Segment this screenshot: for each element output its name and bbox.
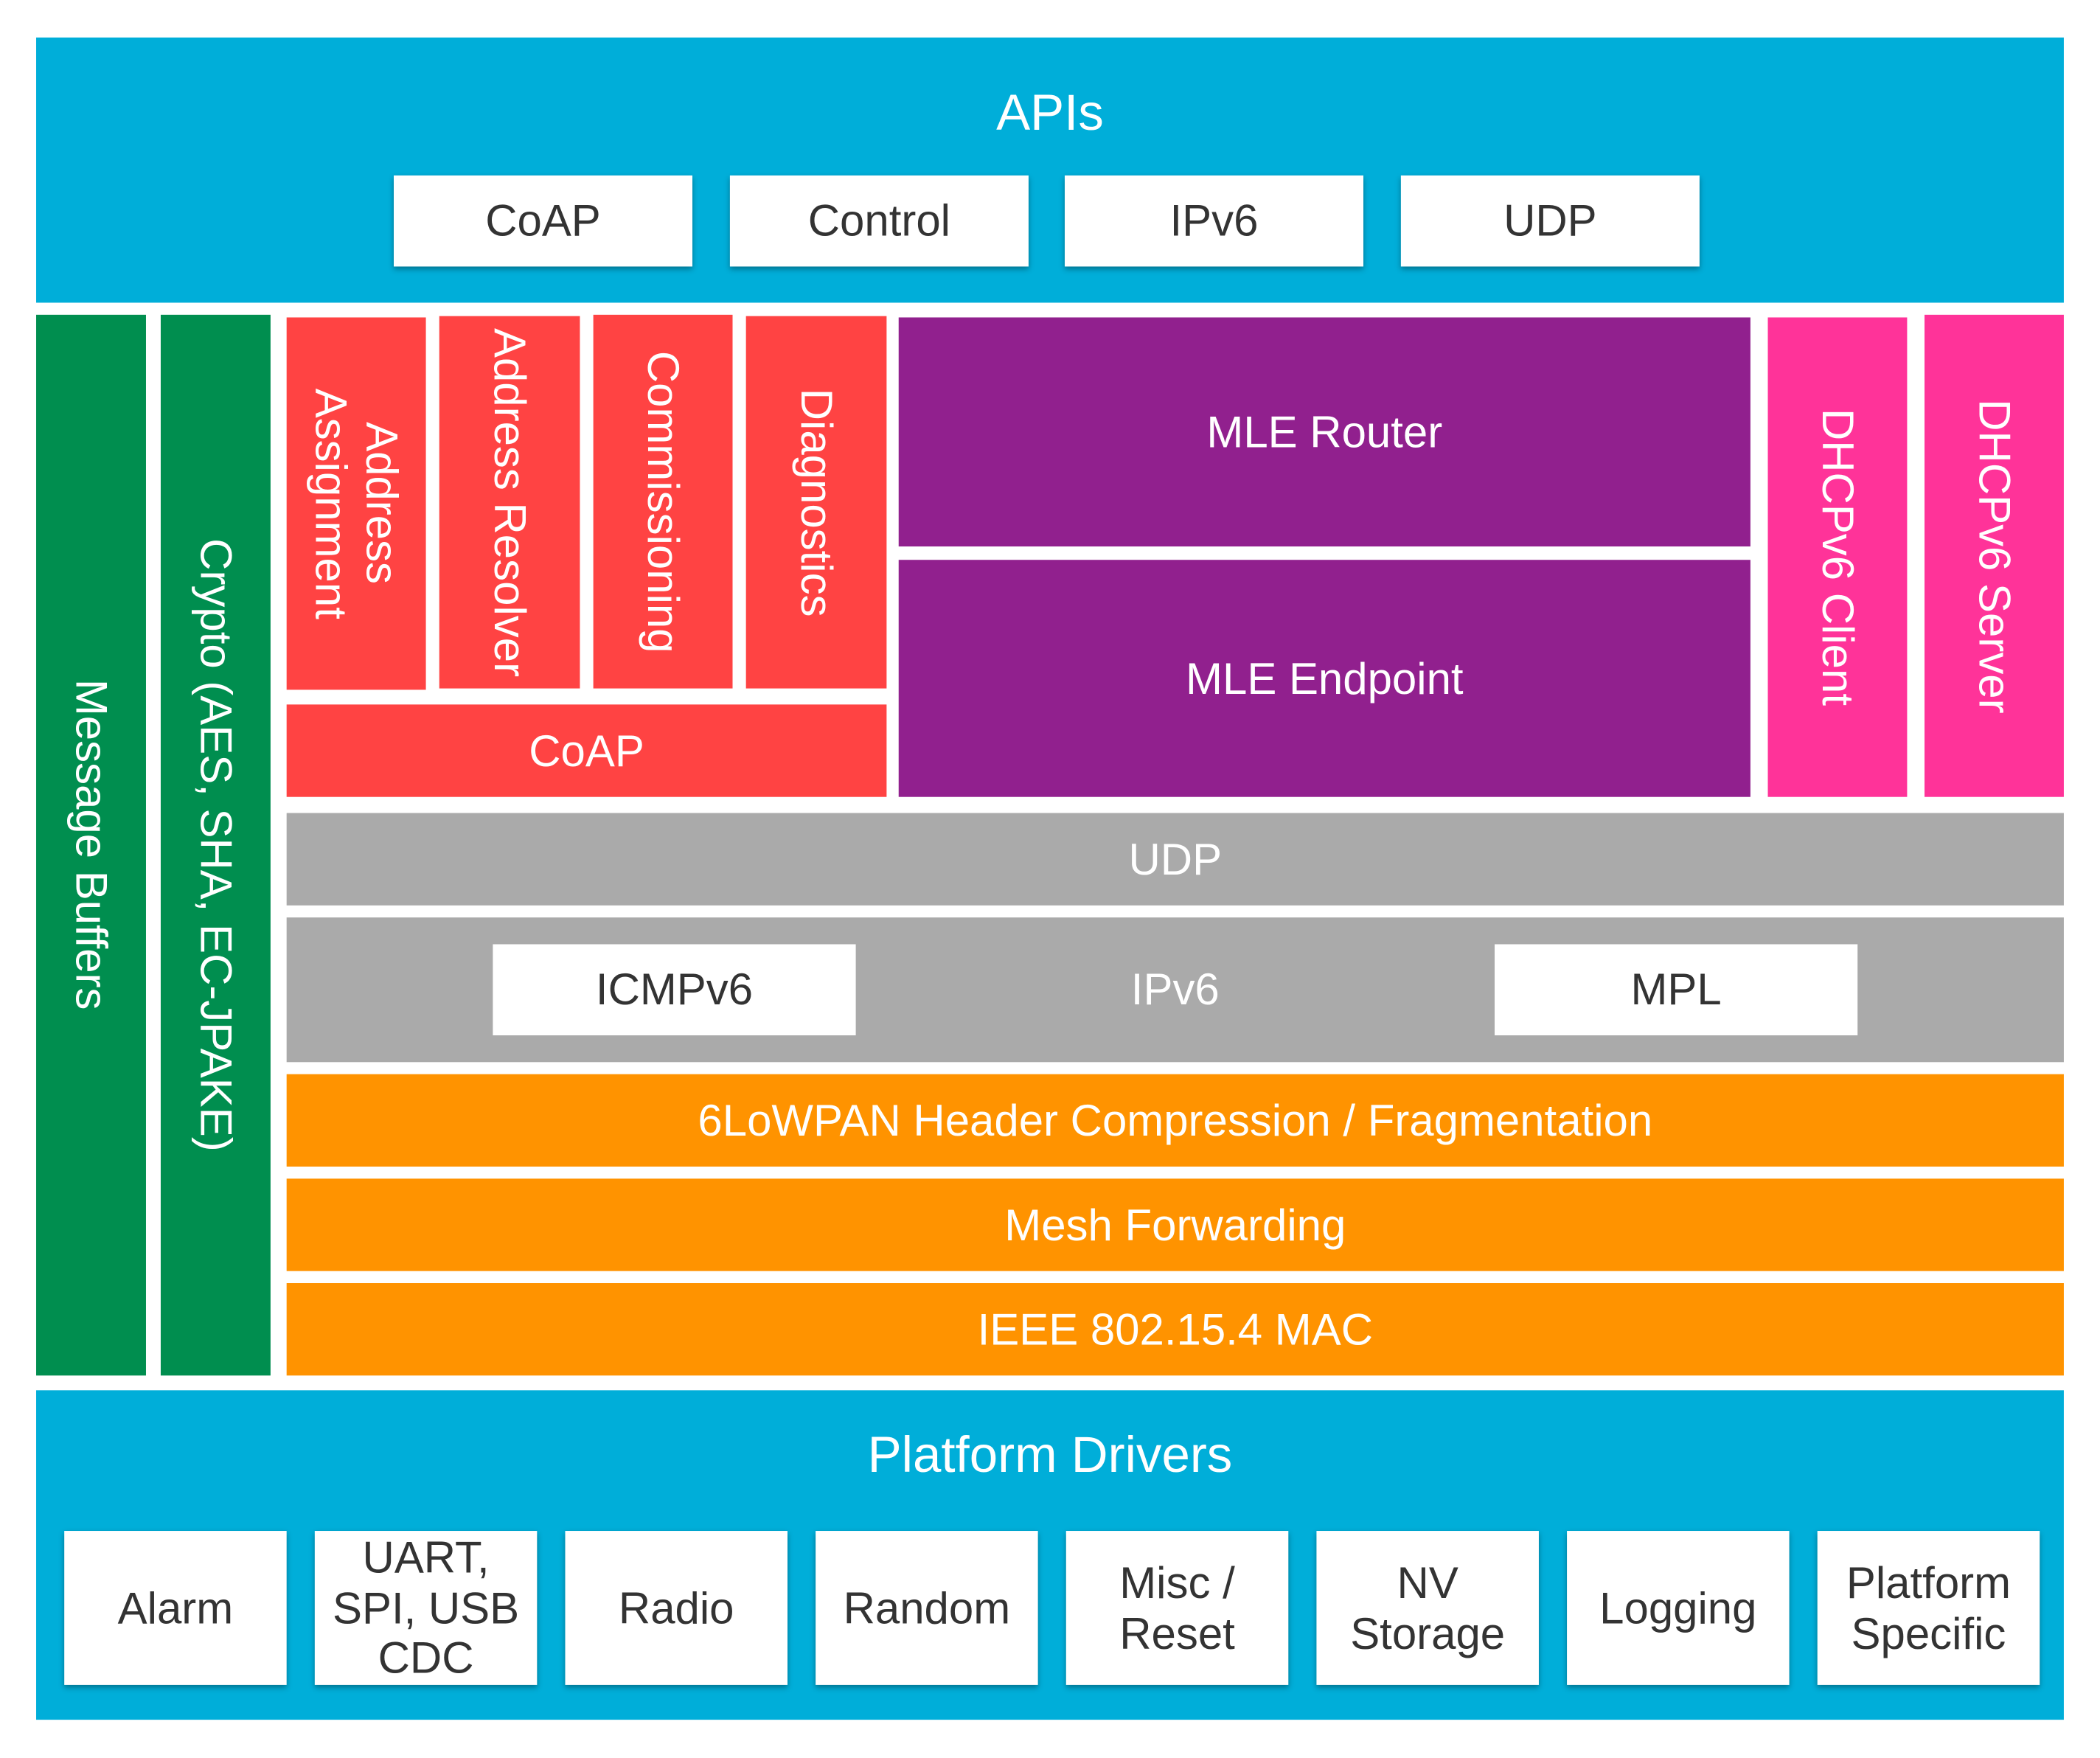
driver-misc-reset: Misc / Reset [1065, 1531, 1289, 1685]
platform-drivers-title: Platform Drivers [867, 1428, 1233, 1484]
driver-random: Random [816, 1531, 1038, 1685]
mle-router: MLE Router [898, 317, 1750, 547]
api-control: Control [729, 175, 1029, 267]
mac-layer: IEEE 802.15.4 MAC [286, 1283, 2064, 1376]
driver-platform-specific: Platform Specific [1817, 1531, 2040, 1685]
api-coap: CoAP [393, 175, 693, 267]
driver-nv-storage: NV Storage [1316, 1531, 1539, 1685]
address-resolver: Address Resolver [439, 316, 580, 689]
icmpv6: ICMPv6 [493, 944, 856, 1035]
mpl: MPL [1494, 944, 1858, 1035]
apis-title: APIs [996, 86, 1104, 142]
message-buffers: Message Buffers [36, 314, 146, 1376]
driver-alarm: Alarm [64, 1531, 287, 1685]
driver-logging: Logging [1567, 1531, 1790, 1685]
apis-layer [36, 37, 2064, 303]
coap-service: CoAP [286, 704, 887, 797]
commissioning: Commissioning [593, 314, 733, 689]
6lowpan-layer: 6LoWPAN Header Compression / Fragmentati… [286, 1074, 2064, 1167]
mesh-forwarding-layer: Mesh Forwarding [286, 1178, 2064, 1271]
driver-uart-spi-usb: UART, SPI, USB CDC [314, 1531, 538, 1685]
crypto: Crypto (AES, SHA, EC-JPAKE) [160, 314, 271, 1376]
diagnostics: Diagnostics [745, 316, 887, 689]
api-ipv6: IPv6 [1064, 175, 1363, 267]
dhcpv6-client: DHCPv6 Client [1767, 317, 1908, 797]
mle-endpoint: MLE Endpoint [898, 560, 1750, 797]
api-udp: UDP [1400, 175, 1700, 267]
dhcpv6-server: DHCPv6 Server [1925, 314, 2064, 797]
address-assignment: Address Assignment [286, 317, 426, 690]
udp-layer: UDP [286, 813, 2064, 906]
driver-radio: Radio [565, 1531, 788, 1685]
